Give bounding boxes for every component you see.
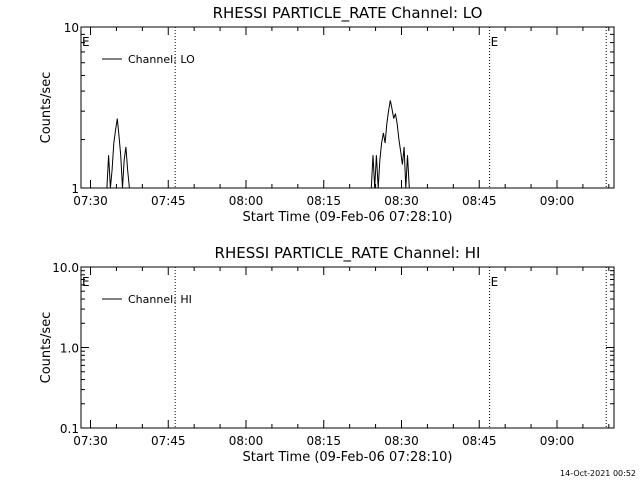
footer-timestamp: 14-Oct-2021 00:52 xyxy=(560,469,636,478)
x-axis-label: Start Time (09-Feb-06 07:28:10) xyxy=(243,210,453,225)
annotation-label: E xyxy=(491,275,499,289)
x-tick-label: 09:00 xyxy=(540,434,575,448)
chart-title: RHESSI PARTICLE_RATE Channel: HI xyxy=(215,244,481,263)
x-tick-label: 07:30 xyxy=(73,194,108,208)
x-tick-label: 07:45 xyxy=(151,194,186,208)
y-axis-label: Counts/sec xyxy=(39,72,54,144)
annotation-label: E xyxy=(82,275,90,289)
x-axis-label: Start Time (09-Feb-06 07:28:10) xyxy=(243,450,453,465)
annotation-label: E xyxy=(82,35,90,49)
y-tick-label: 1 xyxy=(71,182,79,196)
x-tick-label: 08:15 xyxy=(306,194,341,208)
chart-title: RHESSI PARTICLE_RATE Channel: LO xyxy=(213,4,483,23)
x-tick-label: 08:00 xyxy=(229,434,264,448)
series-line-channel-lo xyxy=(106,100,410,189)
y-tick-label: 0.1 xyxy=(60,422,79,436)
x-tick-label: 08:45 xyxy=(462,194,497,208)
x-tick-label: 09:00 xyxy=(540,194,575,208)
legend-entry: Channel: LO xyxy=(128,53,195,66)
x-tick-label: 08:00 xyxy=(229,194,264,208)
plot-frame xyxy=(80,26,615,189)
x-tick-label: 07:45 xyxy=(151,434,186,448)
y-tick-label: 10.0 xyxy=(52,261,79,275)
y-tick-label: 1.0 xyxy=(60,342,79,356)
annotation-label: E xyxy=(491,35,499,49)
legend-entry: Channel: HI xyxy=(128,293,192,306)
x-tick-label: 07:30 xyxy=(73,434,108,448)
y-axis-label: Counts/sec xyxy=(39,312,54,384)
x-tick-label: 08:15 xyxy=(306,434,341,448)
x-tick-label: 08:30 xyxy=(384,434,419,448)
x-tick-label: 08:45 xyxy=(462,434,497,448)
x-tick-label: 08:30 xyxy=(384,194,419,208)
y-tick-label: 10 xyxy=(64,21,79,35)
plot-frame xyxy=(80,266,615,429)
